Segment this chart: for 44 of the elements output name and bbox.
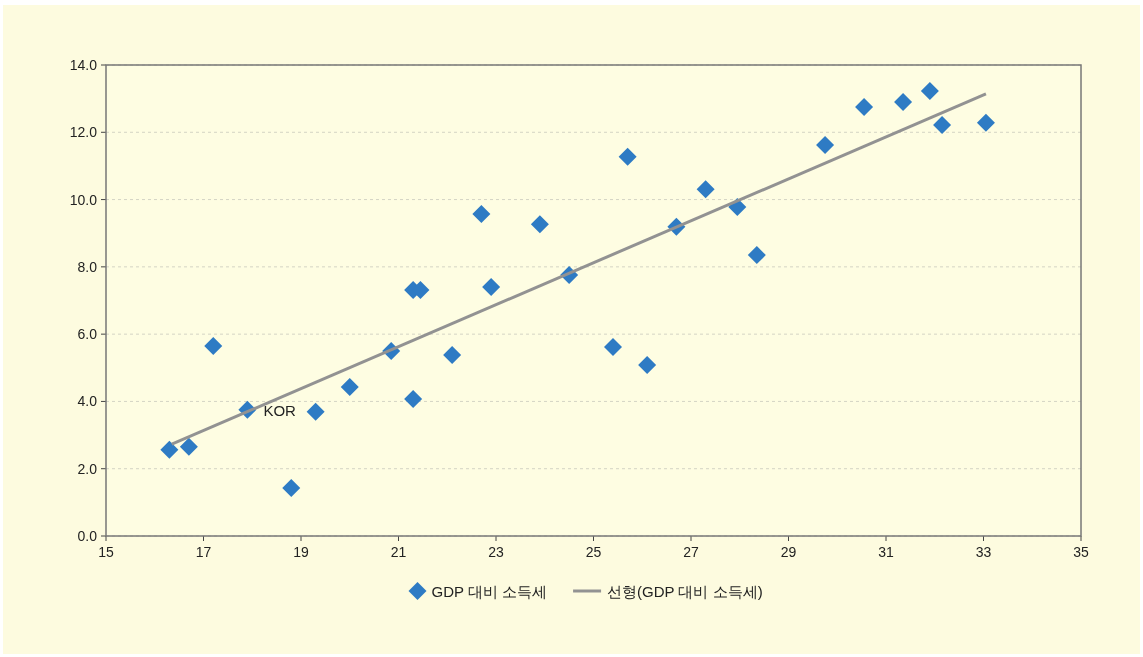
y-tick-label: 2.0 [77, 460, 98, 477]
point [894, 93, 913, 112]
point [976, 113, 995, 132]
point [160, 440, 179, 459]
point [638, 356, 657, 375]
point [306, 402, 325, 421]
x-tick-label: 15 [98, 544, 114, 560]
point [282, 478, 301, 497]
point [855, 98, 874, 117]
point [472, 205, 491, 224]
y-tick-label: 12.0 [69, 124, 98, 141]
point [404, 390, 423, 409]
x-tick-label: 35 [1073, 544, 1089, 560]
x-tick-label: 29 [780, 544, 797, 560]
y-tick-label: 14.0 [69, 57, 98, 73]
point [618, 147, 637, 166]
x-tick-label: 17 [195, 544, 212, 560]
annotation: KOR [263, 401, 297, 419]
x-tick-label: 31 [878, 544, 894, 560]
point [933, 115, 952, 134]
x-tick-label: 21 [390, 544, 407, 560]
y-tick-label: 10.0 [69, 191, 98, 208]
x-tick-label: 25 [585, 544, 602, 560]
point [482, 278, 501, 297]
y-tick-label: 4.0 [77, 393, 98, 410]
point [816, 136, 835, 155]
point [747, 246, 766, 265]
legend-label: GDP 대비 소득세 [431, 583, 548, 600]
x-tick-label: 23 [488, 544, 504, 560]
point [340, 377, 359, 396]
point [530, 215, 549, 234]
point [179, 437, 198, 456]
point [696, 180, 715, 199]
point [604, 337, 622, 356]
point [443, 346, 462, 364]
y-tick-label: 8.0 [77, 258, 98, 275]
point [920, 81, 939, 100]
x-tick-label: 19 [293, 544, 309, 560]
x-tick-label: 27 [683, 544, 699, 560]
point [204, 336, 223, 355]
y-tick-label: 0.0 [77, 528, 98, 544]
y-tick-label: 6.0 [77, 326, 98, 343]
legend-label: 선형(GDP 대비 소득세) [607, 583, 763, 600]
x-tick-label: 33 [975, 544, 992, 560]
